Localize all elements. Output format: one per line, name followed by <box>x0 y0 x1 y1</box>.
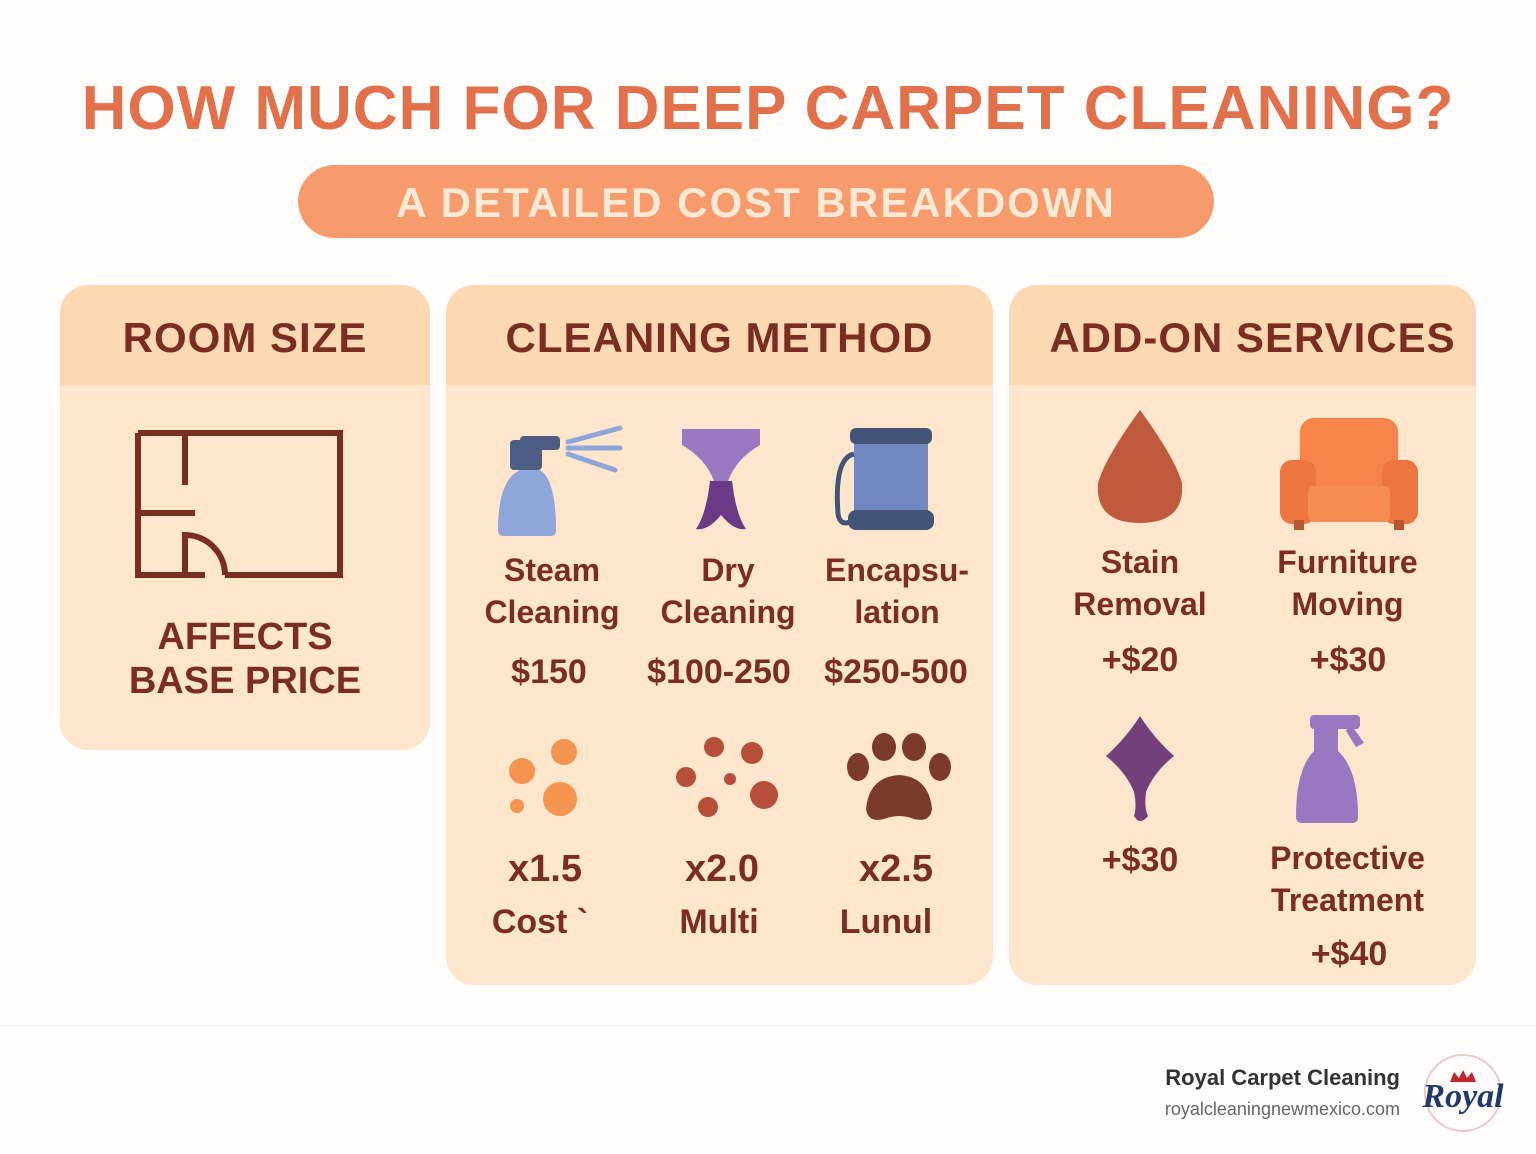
panel-header <box>1009 285 1476 385</box>
method-label: Steam Cleaning <box>484 552 620 630</box>
logo-text: Royal <box>1422 1078 1504 1115</box>
add-on-label: Stain Removal <box>1073 544 1207 622</box>
panel-heading: CLEANING METHOD <box>505 314 934 361</box>
room-size-panel: ROOM SIZE AFFECTS BASE PRICE <box>60 285 430 750</box>
factor-label: Lunul <box>839 903 933 941</box>
brand-url: royalcleaningnewmexico.com <box>1164 1099 1400 1119</box>
method-price: $150 <box>511 653 587 691</box>
add-on-price: +$40 <box>1310 935 1388 973</box>
add-on-price: +$30 <box>1101 841 1179 879</box>
panel-header <box>446 285 993 385</box>
armchair-icon <box>1280 418 1418 530</box>
panel-heading: ROOM SIZE <box>122 314 368 361</box>
add-on-price: +$20 <box>1101 641 1179 679</box>
logo-crown <box>1424 1054 1502 1132</box>
add-on-label: Protective Treatment <box>1270 840 1425 918</box>
factor-value: x1.5 <box>508 848 582 890</box>
footer-divider <box>0 1025 1536 1026</box>
title: HOW MUCH FOR DEEP CARPET CLEANING? <box>81 74 1455 143</box>
drop-icon <box>1097 410 1183 523</box>
subtitle: A DETAILED COST BREAKDOWN <box>396 179 1116 226</box>
panel-heading: ADD-ON SERVICES <box>1049 314 1456 361</box>
dots-icon <box>509 739 577 816</box>
subtitle-pill <box>298 165 1214 238</box>
method-price: $100-250 <box>647 653 791 691</box>
add-on-label: Furniture Moving <box>1277 544 1418 622</box>
add-on-price: +$30 <box>1309 641 1387 679</box>
protector-bottle-icon <box>1296 715 1364 823</box>
extractor-icon <box>834 428 934 530</box>
paw-icon <box>847 733 951 820</box>
factor-value: x2.5 <box>859 848 933 890</box>
brand-name: Royal Carpet Cleaning <box>1165 1065 1400 1090</box>
factor-value: x2.0 <box>685 848 759 890</box>
method-label: Encapsu- lation <box>824 552 970 630</box>
method-label: Dry Cleaning <box>660 552 796 630</box>
add-on-panel <box>1009 285 1476 985</box>
room-size-note: AFFECTS BASE PRICE <box>128 616 362 702</box>
factor-label: Cost ` <box>491 903 589 941</box>
factor-label: Multi <box>679 903 759 941</box>
spots-icon <box>676 737 778 817</box>
dry-cleaner-icon <box>682 429 760 530</box>
spray-bottle-icon <box>498 425 623 536</box>
panel-header <box>60 285 430 385</box>
method-price: $250-500 <box>824 653 968 691</box>
spot-icon <box>1106 716 1174 821</box>
cleaning-method-panel <box>446 285 993 985</box>
floorplan-icon <box>135 430 343 578</box>
